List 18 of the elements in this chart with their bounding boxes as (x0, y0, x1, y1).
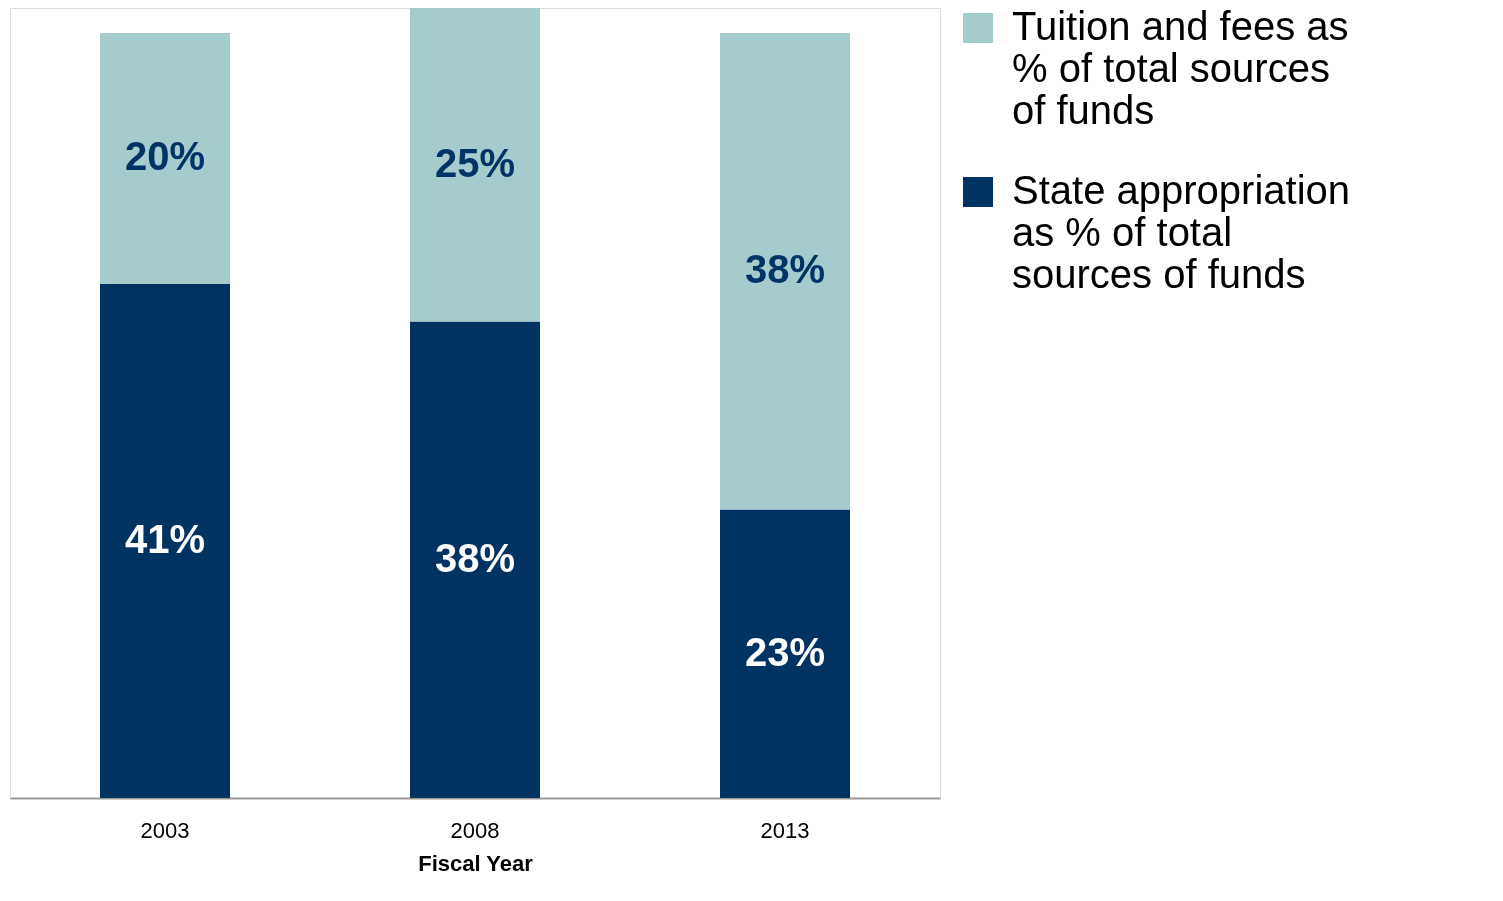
bar (720, 509, 850, 798)
bar (410, 321, 540, 798)
data-label: 25% (434, 140, 516, 185)
bar (100, 33, 230, 284)
bar (100, 283, 230, 798)
legend-label: Tuition and fees as % of total sources of funds (1012, 4, 1349, 132)
x-tick-label: 2013 (760, 817, 810, 843)
data-label: 41% (124, 516, 206, 561)
bar (410, 8, 540, 322)
data-label: 23% (744, 629, 826, 674)
legend-label: State appropriation as % of total sources of funds (1012, 168, 1351, 296)
bar (720, 33, 850, 510)
x-tick-label: 2003 (140, 817, 190, 843)
data-label: 20% (124, 134, 206, 179)
data-label: 38% (434, 535, 516, 580)
x-axis-title: Fiscal Year (418, 850, 534, 876)
data-label: 38% (744, 247, 826, 292)
x-tick-label: 2008 (450, 817, 500, 843)
